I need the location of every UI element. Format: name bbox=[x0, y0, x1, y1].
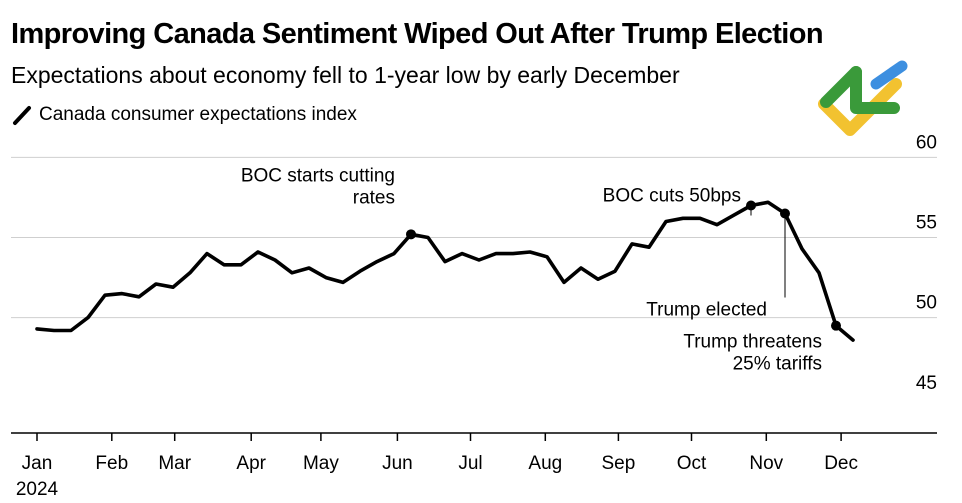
y-tick-label: 55 bbox=[916, 213, 937, 234]
x-tick-label: Aug bbox=[528, 453, 562, 474]
annotation-label: BOC starts cutting rates bbox=[241, 165, 395, 208]
x-year-label: 2024 bbox=[16, 479, 59, 500]
logo-icon bbox=[818, 60, 908, 136]
gridlines bbox=[11, 156, 937, 319]
annotation-marker bbox=[831, 320, 841, 331]
annotation-marker bbox=[746, 200, 756, 211]
y-tick-label: 50 bbox=[916, 293, 937, 314]
legend-label: Canada consumer expectations index bbox=[39, 104, 357, 125]
annotation-label: Trump elected bbox=[646, 300, 767, 321]
x-tick-label: Apr bbox=[236, 453, 266, 474]
x-tick-label: Mar bbox=[158, 453, 191, 474]
x-tick-label: Jan bbox=[22, 453, 53, 474]
series-line bbox=[35, 200, 855, 342]
legend-line-icon bbox=[13, 106, 31, 125]
annotation-leaders bbox=[750, 205, 786, 298]
annotation-marker bbox=[780, 208, 790, 219]
annotation-label: BOC cuts 50bps bbox=[603, 185, 741, 206]
x-tick-label: Feb bbox=[95, 453, 128, 474]
x-tick-label: Jul bbox=[458, 453, 482, 474]
y-tick-label: 60 bbox=[916, 132, 937, 153]
x-axis: Jan Feb Mar Apr May Jun Jul Aug Sep Oct Nov Dec 2024 bbox=[16, 433, 858, 500]
x-tick-label: Dec bbox=[824, 453, 858, 474]
chart-title: Improving Canada Sentiment Wiped Out Aft… bbox=[11, 18, 824, 50]
y-axis: 45 50 55 60 bbox=[916, 132, 937, 393]
annotation-line: BOC cuts 50bps bbox=[603, 185, 741, 206]
annotation-line: 25% tariffs bbox=[733, 354, 822, 375]
chart-subtitle: Expectations about economy fell to 1-yea… bbox=[11, 62, 680, 88]
annotation-line: BOC starts cutting bbox=[241, 165, 395, 186]
annotation-label: Trump threatens 25% tariffs bbox=[683, 332, 822, 375]
x-tick-label: May bbox=[303, 453, 339, 474]
annotation-line: Trump threatens bbox=[683, 332, 822, 353]
y-tick-label: 45 bbox=[916, 373, 937, 394]
x-tick-label: Sep bbox=[601, 453, 635, 474]
legend: Canada consumer expectations index bbox=[11, 104, 357, 126]
annotation-markers bbox=[406, 200, 841, 331]
x-tick-label: Jun bbox=[382, 453, 413, 474]
x-tick-label: Nov bbox=[749, 453, 783, 474]
x-tick-label: Oct bbox=[677, 453, 707, 474]
annotations: BOC starts cutting rates BOC cuts 50bps Tru… bbox=[241, 165, 822, 374]
annotation-line: rates bbox=[353, 187, 395, 208]
annotation-marker bbox=[406, 229, 416, 240]
annotation-line: Trump elected bbox=[646, 300, 767, 321]
